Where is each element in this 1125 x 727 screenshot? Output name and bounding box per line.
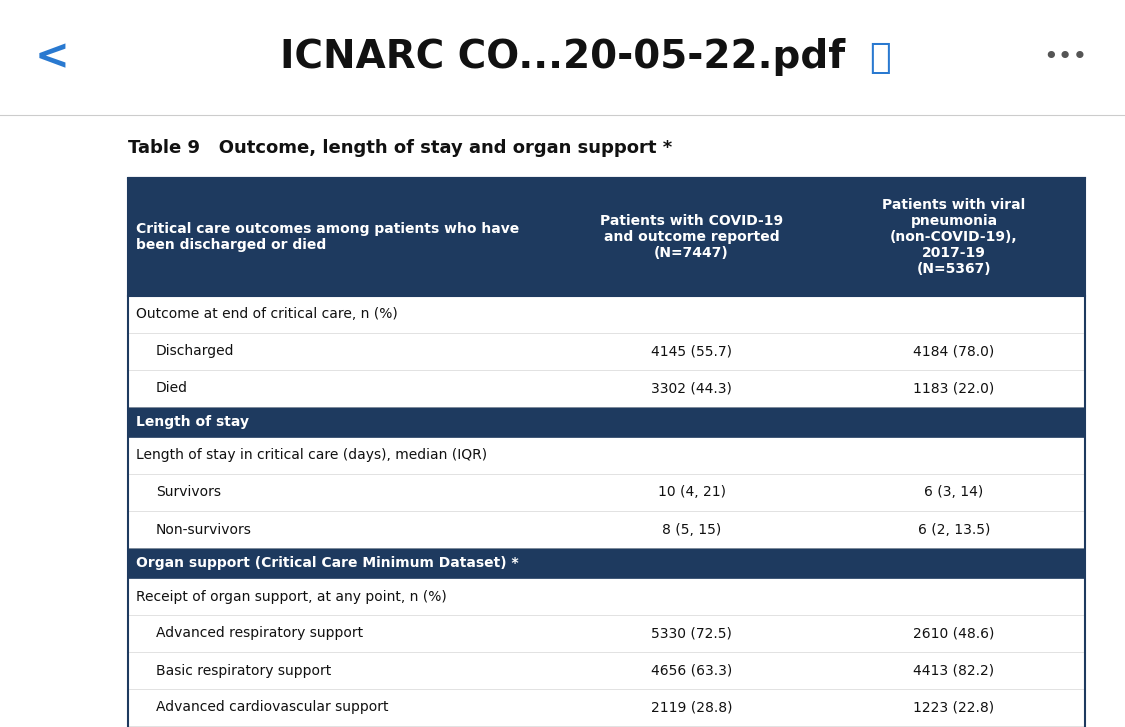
Text: 2119 (28.8): 2119 (28.8) xyxy=(650,701,732,715)
Bar xyxy=(128,178,1084,296)
Text: 8 (5, 15): 8 (5, 15) xyxy=(662,523,721,537)
Bar xyxy=(128,333,1084,370)
Text: 4145 (55.7): 4145 (55.7) xyxy=(651,345,732,358)
Text: Length of stay: Length of stay xyxy=(136,415,249,429)
Bar xyxy=(128,689,1084,726)
Text: •••: ••• xyxy=(1043,46,1087,70)
Bar xyxy=(128,652,1084,689)
Bar xyxy=(128,296,1084,333)
Text: ICNARC CO...20-05-22.pdf: ICNARC CO...20-05-22.pdf xyxy=(280,39,845,76)
Bar xyxy=(128,178,1084,727)
Bar xyxy=(128,548,1084,578)
Bar xyxy=(128,370,1084,407)
Bar xyxy=(128,474,1084,511)
Text: Outcome at end of critical care, n (%): Outcome at end of critical care, n (%) xyxy=(136,308,398,321)
Text: Discharged: Discharged xyxy=(156,345,234,358)
Text: Length of stay in critical care (days), median (IQR): Length of stay in critical care (days), … xyxy=(136,449,487,462)
Text: 4413 (82.2): 4413 (82.2) xyxy=(914,664,994,678)
Text: 6 (2, 13.5): 6 (2, 13.5) xyxy=(918,523,990,537)
Text: Patients with COVID-19
and outcome reported
(N=7447): Patients with COVID-19 and outcome repor… xyxy=(600,214,783,260)
Text: 4184 (78.0): 4184 (78.0) xyxy=(914,345,994,358)
Text: 1223 (22.8): 1223 (22.8) xyxy=(914,701,994,715)
Text: 🔗: 🔗 xyxy=(870,41,891,74)
Bar xyxy=(128,437,1084,474)
Bar xyxy=(128,511,1084,548)
Text: 10 (4, 21): 10 (4, 21) xyxy=(657,486,726,499)
Text: 1183 (22.0): 1183 (22.0) xyxy=(914,382,994,395)
Text: Table 9   Outcome, length of stay and organ support *: Table 9 Outcome, length of stay and orga… xyxy=(128,139,673,157)
Bar xyxy=(128,726,1084,727)
Text: Basic respiratory support: Basic respiratory support xyxy=(156,664,331,678)
Text: 6 (3, 14): 6 (3, 14) xyxy=(925,486,983,499)
Text: Patients with viral
pneumonia
(non-COVID-19),
2017-19
(N=5367): Patients with viral pneumonia (non-COVID… xyxy=(882,198,1026,276)
Bar xyxy=(128,615,1084,652)
Text: Survivors: Survivors xyxy=(156,486,220,499)
Text: Advanced respiratory support: Advanced respiratory support xyxy=(156,627,363,640)
Text: 5330 (72.5): 5330 (72.5) xyxy=(651,627,732,640)
Text: Died: Died xyxy=(156,382,188,395)
Text: 4656 (63.3): 4656 (63.3) xyxy=(651,664,732,678)
Text: 3302 (44.3): 3302 (44.3) xyxy=(651,382,732,395)
Text: Non-survivors: Non-survivors xyxy=(156,523,252,537)
Text: Organ support (Critical Care Minimum Dataset) *: Organ support (Critical Care Minimum Dat… xyxy=(136,556,519,570)
Text: Critical care outcomes among patients who have
been discharged or died: Critical care outcomes among patients wh… xyxy=(136,222,520,252)
Text: Advanced cardiovascular support: Advanced cardiovascular support xyxy=(156,701,388,715)
Bar xyxy=(128,578,1084,615)
Text: Receipt of organ support, at any point, n (%): Receipt of organ support, at any point, … xyxy=(136,590,447,603)
Text: <: < xyxy=(35,36,70,79)
Text: 2610 (48.6): 2610 (48.6) xyxy=(914,627,994,640)
Bar xyxy=(128,407,1084,437)
Bar xyxy=(0,0,1125,115)
